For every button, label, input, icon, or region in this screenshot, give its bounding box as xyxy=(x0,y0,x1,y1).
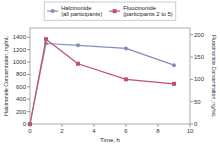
y2-tick xyxy=(190,79,193,80)
y-tick-label: 1400 xyxy=(13,34,27,40)
x-tick xyxy=(62,124,63,127)
data-point xyxy=(44,37,48,41)
y-tick xyxy=(27,37,30,38)
series-line xyxy=(30,39,174,124)
x-tick xyxy=(158,124,159,127)
x-tick-label: 2 xyxy=(60,128,64,134)
y2-tick xyxy=(190,101,193,102)
legend-marker xyxy=(113,9,117,13)
x-tick xyxy=(126,124,127,127)
legend-label: Halcinonide(all participants) xyxy=(61,5,102,18)
y-axis-label: Halcinonide Concentration, ng/mL xyxy=(3,36,9,116)
y-tick xyxy=(27,74,30,75)
y-tick-label: 0 xyxy=(23,121,27,127)
y2-tick xyxy=(190,34,193,35)
y-tick xyxy=(27,62,30,63)
y2-axis-label: Fluocinonide Concentration, ng/mL xyxy=(211,35,217,117)
y-tick xyxy=(27,111,30,112)
x-tick-label: 8 xyxy=(156,128,160,134)
data-point xyxy=(76,43,80,47)
y2-tick-label: 50 xyxy=(194,99,201,105)
x-tick xyxy=(190,124,191,127)
legend-entry: Fluocinonide(participants 2 to 5) xyxy=(109,5,173,18)
y2-tick xyxy=(190,124,193,125)
legend-label: Fluocinonide(participants 2 to 5) xyxy=(123,5,173,18)
y2-tick-label: 0 xyxy=(194,121,198,127)
plot-marks xyxy=(28,37,176,126)
y-tick-label: 600 xyxy=(16,84,27,90)
y-tick-label: 1200 xyxy=(13,47,27,53)
data-point xyxy=(124,46,128,50)
y2-tick-label: 150 xyxy=(194,54,205,60)
y-tick-label: 400 xyxy=(16,96,27,102)
data-point xyxy=(172,63,176,67)
x-tick-label: 0 xyxy=(28,128,32,134)
x-tick xyxy=(94,124,95,127)
y-tick xyxy=(27,86,30,87)
y-tick-label: 200 xyxy=(16,109,27,115)
legend: Halcinonide(all participants) Fluocinonid… xyxy=(44,2,176,20)
y2-tick-label: 200 xyxy=(194,32,205,38)
x-tick-label: 6 xyxy=(124,128,128,134)
legend-box xyxy=(44,2,176,20)
y2-tick xyxy=(190,57,193,58)
y-tick xyxy=(27,49,30,50)
y-tick-label: 800 xyxy=(16,71,27,77)
y-tick xyxy=(27,99,30,100)
data-point xyxy=(124,77,128,81)
legend-entry: Halcinonide(all participants) xyxy=(47,5,102,18)
x-tick-label: 4 xyxy=(92,128,96,134)
data-point xyxy=(76,62,80,66)
data-point xyxy=(172,82,176,86)
legend-marker xyxy=(51,9,55,13)
plot-area xyxy=(30,28,190,124)
x-tick-label: 10 xyxy=(187,128,194,134)
plot-frame xyxy=(30,28,190,124)
y2-tick-label: 100 xyxy=(194,76,205,82)
x-axis-label: Time, h xyxy=(100,137,120,143)
y-tick-label: 1000 xyxy=(13,59,27,65)
series-line xyxy=(30,43,174,124)
